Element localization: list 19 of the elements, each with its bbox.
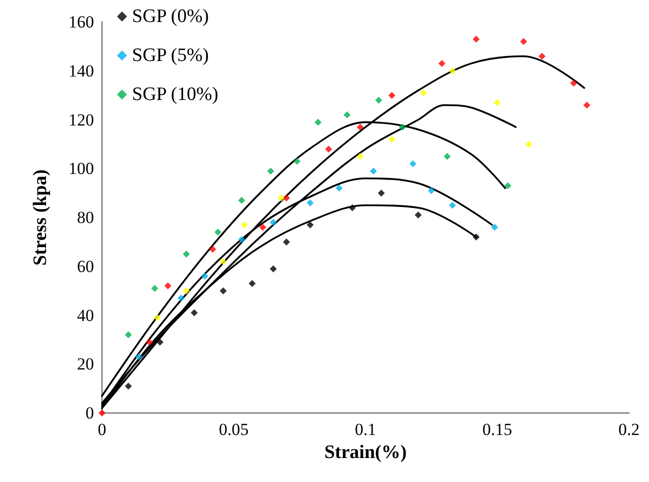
x-tick-label: 0.05 xyxy=(218,420,249,439)
y-axis-title: Stress (kpa) xyxy=(30,169,51,266)
y-tick-label: 100 xyxy=(68,159,94,178)
y-tick-label: 140 xyxy=(68,61,94,80)
x-axis-title: Strain(%) xyxy=(324,442,407,463)
x-tick-label: 0.2 xyxy=(618,420,640,439)
legend-label: SGP (10%) xyxy=(132,84,218,105)
x-tick-label: 0 xyxy=(98,420,106,439)
x-tick-label: 0.15 xyxy=(482,420,512,439)
legend-label: SGP (5%) xyxy=(132,45,209,66)
y-tick-label: 120 xyxy=(68,110,94,130)
y-tick-label: 40 xyxy=(77,306,94,325)
y-tick-label: 80 xyxy=(77,208,94,227)
y-tick-label: 20 xyxy=(77,354,94,374)
legend-label: SGP (0%) xyxy=(132,6,209,27)
y-tick-label: 160 xyxy=(68,12,94,32)
x-tick-label: 0.1 xyxy=(354,420,376,439)
y-tick-label: 60 xyxy=(77,256,94,276)
y-tick-label: 0 xyxy=(86,404,94,422)
